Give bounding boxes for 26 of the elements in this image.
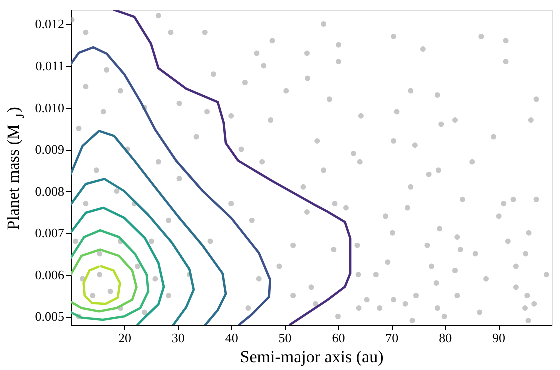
line-series xyxy=(71,46,272,325)
x-axis-title: Semi-major axis (au) xyxy=(240,348,384,366)
y-tick-label: 0.011 xyxy=(36,58,64,74)
line-series xyxy=(71,206,166,325)
x-tick-label: 50 xyxy=(278,330,292,346)
x-tick-label: 90 xyxy=(492,330,506,346)
x-tick-label: 40 xyxy=(225,330,238,346)
x-tick-label: 70 xyxy=(386,330,399,346)
y-tick-label: 0.005 xyxy=(35,309,64,324)
y-tick-label: 0.008 xyxy=(35,184,64,199)
y-tick-label: 0.009 xyxy=(35,142,64,158)
line-series xyxy=(71,248,138,313)
x-tick-label: 60 xyxy=(332,330,346,346)
line-series xyxy=(71,178,196,325)
line-series xyxy=(71,130,228,325)
y-tick-label: 0.007 xyxy=(35,226,65,241)
x-tick-label: 20 xyxy=(118,330,132,346)
y-axis-title: Planet mass (MJ) xyxy=(4,107,27,230)
line-series xyxy=(71,229,150,322)
line-series xyxy=(113,10,352,325)
y-tick-label: 0.006 xyxy=(35,267,65,282)
x-tick-label: 80 xyxy=(439,330,452,346)
y-tick-label: 0.012 xyxy=(35,16,64,32)
x-tick-label: 30 xyxy=(172,330,185,346)
line-series xyxy=(82,265,122,306)
y-tick-label: 0.010 xyxy=(35,100,64,116)
